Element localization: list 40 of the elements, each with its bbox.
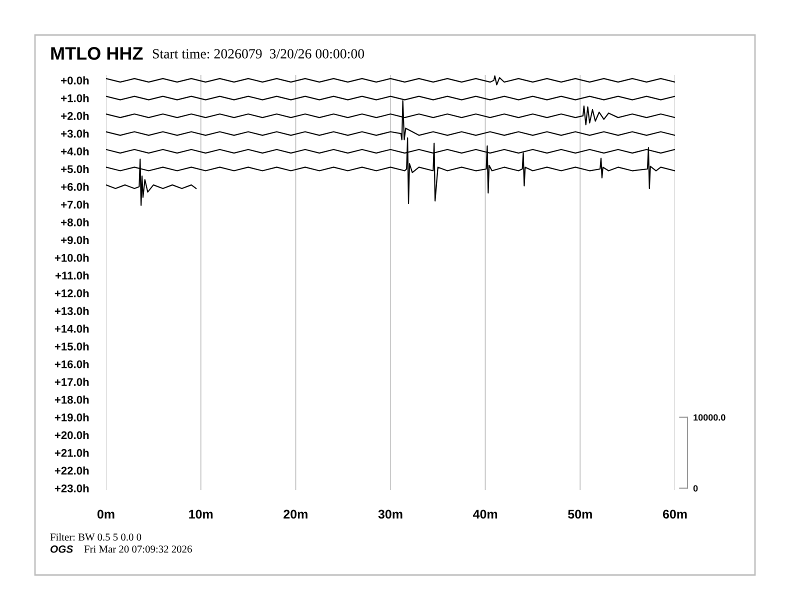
y-tick-label: +15.0h [54, 342, 89, 350]
y-tick-label: +8.0h [61, 218, 89, 226]
y-tick-label: +10.0h [54, 254, 89, 262]
y-tick-label: +12.0h [54, 289, 89, 298]
text: OGS [50, 545, 74, 553]
y-tick-label: +4.0h [61, 147, 89, 156]
y-tick-label: +18.0h [54, 396, 89, 404]
y2-tick-label: 10000.0 [694, 414, 726, 421]
y-tick-label: +14.0h [54, 324, 89, 333]
y-tick-label: +23.0h [54, 484, 89, 492]
y-tick-label: +7.0h [61, 200, 89, 209]
x-tick-label: 60m [662, 510, 687, 519]
y-tick-label: +5.0h [61, 164, 89, 174]
y-tick-label: +19.0h [54, 413, 89, 422]
text: Filter: BW 0.5 5 0.0 0 [50, 533, 142, 541]
x-tick-label: 30m [378, 510, 402, 519]
text: Fri Mar 20 07:09:32 2026 [84, 546, 192, 553]
x-tick-label: 50m [568, 510, 592, 519]
y-tick-label: +0.0h [61, 76, 89, 84]
y-tick-label: +21.0h [54, 448, 89, 457]
y-tick-label: +2.0h [61, 112, 89, 120]
y-tick-label: +1.0h [61, 94, 89, 102]
x-tick-label: 20m [284, 510, 308, 519]
x-tick-label: 10m [189, 510, 213, 519]
line-series [106, 75, 675, 86]
x-tick-label: 40m [473, 510, 498, 519]
y-tick-label: +16.0h [54, 360, 89, 368]
x-tick-label: 0m [97, 510, 114, 519]
y-tick-label: +11.0h [56, 271, 89, 280]
chart-subtitle: Start time: 2026079 3/20/26 00:00:00 [152, 49, 364, 59]
line-series [106, 137, 675, 204]
y-tick-label: +3.0h [61, 130, 89, 138]
y-tick-label: +22.0h [54, 466, 89, 475]
y-tick-label: +17.0h [54, 378, 89, 386]
y-tick-label: +13.0h [54, 306, 89, 316]
chart-title: MTLO HHZ [51, 47, 143, 60]
y-tick-label: +20.0h [54, 430, 89, 440]
y2-tick-label: 0 [693, 485, 698, 492]
y-tick-label: +6.0h [61, 182, 89, 191]
y-tick-label: +9.0h [61, 236, 89, 244]
